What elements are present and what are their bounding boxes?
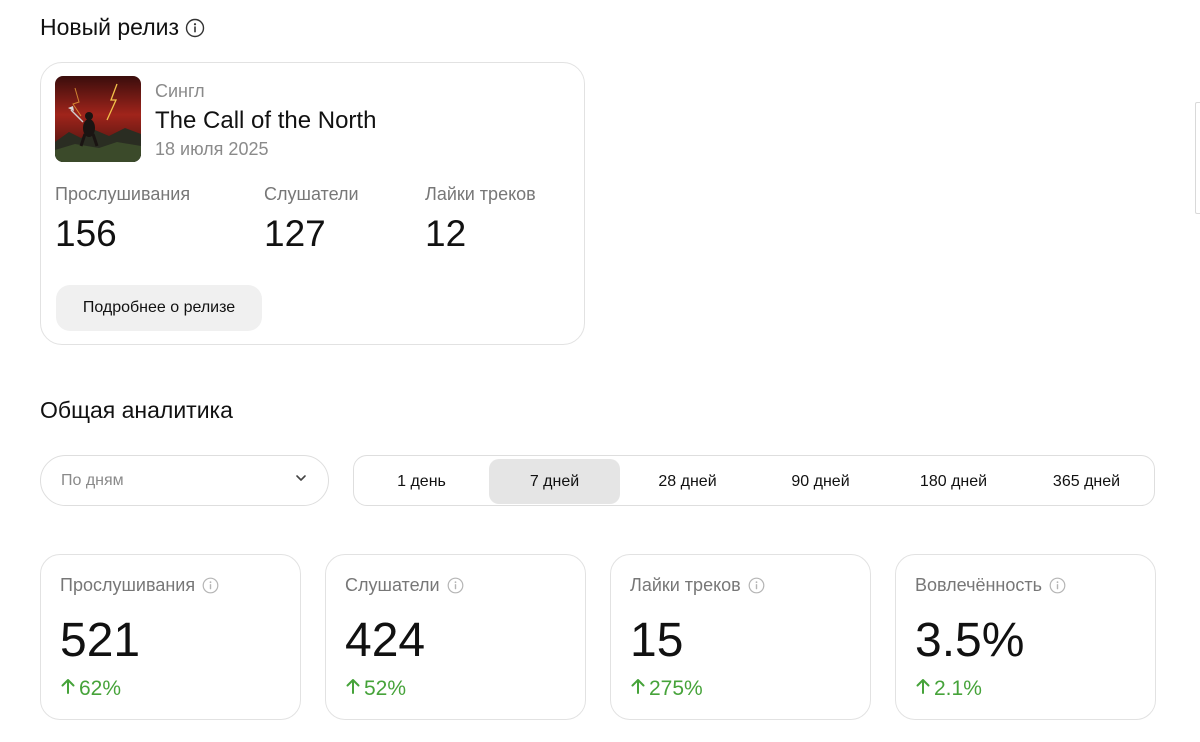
arrow-up-icon [60, 677, 79, 701]
stat-listeners-value: 127 [264, 213, 326, 254]
metric-label-text: Слушатели [345, 575, 440, 595]
period-90-days[interactable]: 90 дней [791, 472, 850, 490]
granularity-value: По дням [61, 471, 124, 489]
side-panel-edge[interactable] [1195, 102, 1200, 214]
info-icon[interactable] [185, 18, 205, 38]
metric-label: Слушатели [345, 575, 464, 596]
metric-value: 15 [630, 614, 684, 667]
stat-plays-label: Прослушивания [55, 184, 191, 204]
metric-label: Прослушивания [60, 575, 219, 596]
arrow-up-icon [630, 677, 649, 701]
chevron-down-icon [294, 471, 308, 490]
metric-card-listeners: Слушатели 424 52% [325, 554, 586, 720]
metric-delta-value: 2.1% [934, 677, 982, 700]
arrow-up-icon [915, 677, 934, 701]
info-icon[interactable] [748, 577, 765, 594]
period-28-days[interactable]: 28 дней [658, 472, 717, 490]
release-card: Сингл The Call of the North 18 июля 2025… [40, 62, 585, 345]
metric-label-text: Прослушивания [60, 575, 196, 595]
info-icon[interactable] [202, 577, 219, 594]
period-180-days[interactable]: 180 дней [919, 472, 988, 490]
metric-label-text: Вовлечённость [915, 575, 1042, 595]
release-title[interactable]: The Call of the North [155, 107, 377, 134]
metric-value: 424 [345, 614, 426, 667]
metric-delta: 62% [60, 677, 121, 701]
analytics-title: Общая аналитика [40, 397, 233, 423]
info-icon[interactable] [447, 577, 464, 594]
arrow-up-icon [345, 677, 364, 701]
period-365-days[interactable]: 365 дней [1052, 472, 1121, 490]
stat-likes-label: Лайки треков [425, 184, 536, 204]
info-icon[interactable] [1049, 577, 1066, 594]
metric-card-likes: Лайки треков 15 275% [610, 554, 871, 720]
stat-likes-value: 12 [425, 213, 467, 254]
metric-card-plays: Прослушивания 521 62% [40, 554, 301, 720]
metric-delta-value: 62% [79, 677, 122, 700]
stat-plays-value: 156 [55, 213, 117, 254]
metric-value: 3.5% [915, 614, 1025, 667]
metric-card-engagement: Вовлечённость 3.5% 2.1% [895, 554, 1156, 720]
metric-delta: 2.1% [915, 677, 982, 701]
metric-label-text: Лайки треков [630, 575, 741, 595]
release-type: Сингл [155, 81, 205, 101]
metric-value: 521 [60, 614, 141, 667]
release-cover-image[interactable] [55, 76, 141, 162]
stat-listeners-label: Слушатели [264, 184, 359, 204]
release-date: 18 июля 2025 [155, 139, 269, 159]
analytics-heading: Общая аналитика [40, 397, 233, 424]
new-release-heading: Новый релиз [40, 14, 205, 41]
release-details-button[interactable]: Подробнее о релизе [56, 285, 262, 331]
metric-label: Лайки треков [630, 575, 765, 596]
new-release-title: Новый релиз [40, 14, 180, 40]
granularity-select[interactable]: По дням [40, 455, 329, 506]
period-1-day[interactable]: 1 день [397, 472, 446, 490]
metric-delta-value: 275% [649, 677, 703, 700]
metric-delta-value: 52% [364, 677, 407, 700]
metric-label: Вовлечённость [915, 575, 1066, 596]
metric-delta: 52% [345, 677, 406, 701]
period-selector: 1 день 7 дней 28 дней 90 дней 180 дней 3… [353, 455, 1155, 506]
period-7-days[interactable]: 7 дней [489, 459, 620, 504]
metric-delta: 275% [630, 677, 703, 701]
